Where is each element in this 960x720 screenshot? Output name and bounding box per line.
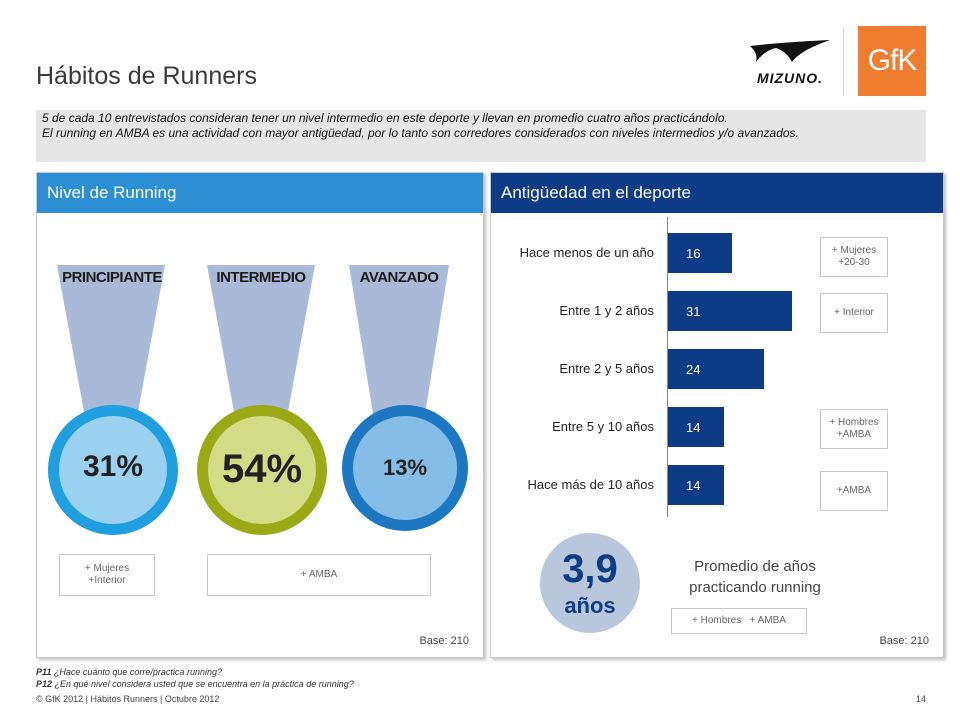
page-number: 14	[916, 694, 927, 704]
summary-line-1: 5 de cada 10 entrevistados consideran te…	[42, 111, 728, 125]
bar-value-label: 14	[686, 477, 701, 493]
bar: 14	[668, 465, 724, 505]
bar: 14	[668, 407, 724, 447]
base-right: Base: 210	[879, 635, 929, 647]
bar: 16	[668, 233, 732, 273]
circle-principiante-inner	[59, 416, 167, 524]
pct-principiante: 31%	[82, 450, 144, 483]
average-note: + Hombres + AMBA	[671, 608, 807, 634]
bar-label: Hace más de 10 años	[527, 477, 654, 492]
base-left: Base: 210	[419, 635, 469, 647]
bar-value-label: 24	[686, 361, 701, 377]
average-value: 3,9	[562, 547, 618, 591]
bar-value-label: 31	[686, 303, 701, 319]
bar-label: Hace menos de un año	[519, 245, 654, 260]
running-level-header: Nivel de Running	[37, 173, 483, 213]
level-label-avanzado: AVANZADO	[359, 269, 439, 286]
average-circle: 3,9 años	[540, 533, 640, 633]
level-label-intermedio: INTERMEDIO	[216, 269, 306, 286]
summary-line-2: El running en AMBA es una actividad con …	[42, 126, 799, 140]
average-caption: Promedio de años practicando running	[689, 558, 821, 596]
bar-label: Entre 1 y 2 años	[559, 303, 654, 318]
funnel-intermedio	[207, 265, 315, 439]
bar-label: Entre 5 y 10 años	[552, 419, 654, 434]
mizuno-wordmark: MIZUNO.	[756, 70, 824, 86]
funnel-avanzado	[349, 265, 449, 439]
bar-value-label: 16	[686, 245, 701, 261]
sport-seniority-header: Antigüedad en el deporte	[491, 173, 943, 213]
level-label-principiante: PRINCIPIANTE	[62, 269, 162, 286]
pct-avanzado: 13%	[382, 455, 428, 480]
logo-separator	[843, 28, 844, 96]
mizuno-runbird-icon	[750, 40, 830, 62]
funnel-principiante	[57, 265, 165, 439]
note-menos-de-un-anio: + Mujeres +20-30	[820, 237, 888, 277]
footnotes: P11 ¿Hace cuánto que corre/practica runn…	[36, 666, 354, 690]
running-level-chart	[48, 265, 468, 535]
bar-axis-line	[667, 217, 668, 517]
summary-box: 5 de cada 10 entrevistados consideran te…	[36, 110, 926, 162]
note-principiante: + Mujeres +Interior	[59, 554, 155, 596]
mizuno-logo	[750, 40, 830, 62]
circle-intermedio-inner	[208, 416, 316, 524]
pct-intermedio: 54%	[221, 447, 303, 491]
note-mas-de-10: +AMBA	[820, 471, 888, 511]
running-level-panel: Nivel de Running PRINCIPIANTE INTERMEDIO…	[36, 172, 484, 658]
note-entre-5-y-10: + Hombres +AMBA	[820, 409, 888, 449]
average-unit: años	[564, 593, 616, 618]
bar: 31	[668, 291, 792, 331]
bar: 24	[668, 349, 764, 389]
page-title: Hábitos de Runners	[36, 62, 257, 90]
footer-copyright: © GfK 2012 | Hábitos Runners | Octubre 2…	[36, 694, 220, 704]
note-intermedio: + AMBA	[207, 554, 431, 596]
note-entre-1-y-2: + Interior	[820, 293, 888, 333]
footnote-p12-code: P12	[36, 679, 53, 689]
bar-value-label: 14	[686, 419, 701, 435]
circle-avanzado-inner	[353, 416, 457, 520]
footnote-p11-text: ¿Hace cuánto que corre/practica running?	[53, 667, 222, 677]
footnote-p11-code: P11	[36, 667, 52, 677]
bar-label: Entre 2 y 5 años	[559, 361, 654, 376]
gfk-logo: GfK	[858, 26, 926, 96]
footnote-p12-text: ¿En qué nivel considera usted que se enc…	[54, 679, 354, 689]
